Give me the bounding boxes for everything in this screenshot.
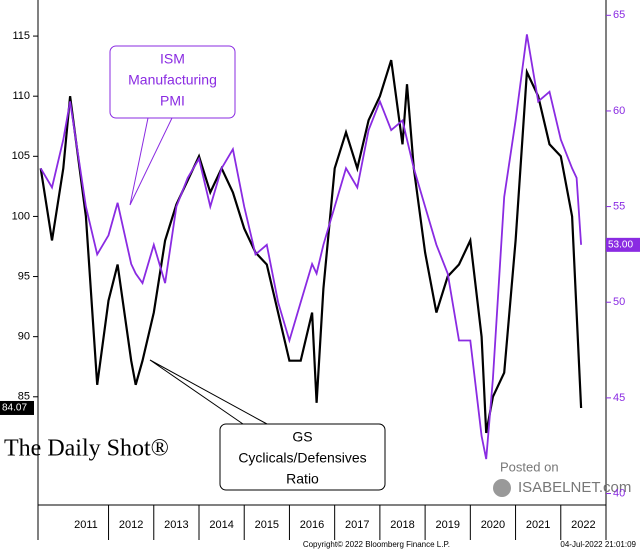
timestamp: 04-Jul-2022 21:01:09: [560, 540, 636, 549]
watermark: ISABELNET.com: [518, 479, 631, 496]
y2-tick-label: 45: [613, 392, 625, 404]
y2-tick-label: 55: [613, 200, 625, 212]
x-tick-label: 2019: [435, 519, 459, 531]
callout-pointer: [129, 117, 173, 206]
x-tick-label: 2018: [390, 519, 414, 531]
end-label: 84.07: [2, 403, 27, 414]
x-tick-label: 2013: [164, 519, 188, 531]
annotation-text: Cyclicals/Defensives: [238, 450, 366, 466]
y2-tick-label: 50: [613, 296, 625, 308]
x-tick-label: 2015: [255, 519, 279, 531]
annotation-text: PMI: [160, 93, 185, 109]
y-tick-label: 115: [12, 30, 30, 42]
logo: The Daily Shot®: [4, 436, 169, 462]
copyright: Copyright© 2022 Bloomberg Finance L.P.: [303, 540, 450, 549]
y-tick-label: 95: [18, 270, 30, 282]
series-line: [39, 34, 582, 460]
x-tick-label: 2012: [119, 519, 143, 531]
x-tick-label: 2022: [571, 519, 595, 531]
end-label: 53.00: [608, 239, 633, 250]
callout-pointer: [149, 359, 268, 425]
y-tick-label: 105: [12, 150, 30, 162]
x-tick-label: 2017: [345, 519, 369, 531]
x-tick-label: 2020: [481, 519, 505, 531]
x-tick-label: 2021: [526, 519, 550, 531]
end-label-bg: [606, 237, 640, 252]
y-tick-label: 110: [12, 90, 30, 102]
y2-tick-label: 60: [613, 105, 625, 117]
annotation-text: Manufacturing: [128, 72, 217, 88]
x-tick-label: 2016: [300, 519, 324, 531]
y-tick-label: 90: [18, 331, 30, 343]
x-tick-label: 2014: [209, 519, 233, 531]
annotation-box: [109, 45, 236, 119]
annotation-text: GS: [292, 429, 312, 445]
y2-tick-label: 40: [613, 487, 625, 499]
annotation-text: Ratio: [286, 471, 319, 487]
annotation-text: ISM: [160, 51, 185, 67]
y-tick-label: 85: [18, 391, 30, 403]
y-tick-label: 100: [12, 210, 30, 222]
x-tick-label: 2011: [74, 519, 98, 531]
watermark: Posted on: [500, 459, 559, 474]
end-label-bg: [0, 400, 34, 415]
series-line: [39, 59, 583, 434]
y2-tick-label: 65: [613, 9, 625, 21]
annotation-box: [219, 423, 386, 491]
watermark-icon: [493, 479, 511, 497]
